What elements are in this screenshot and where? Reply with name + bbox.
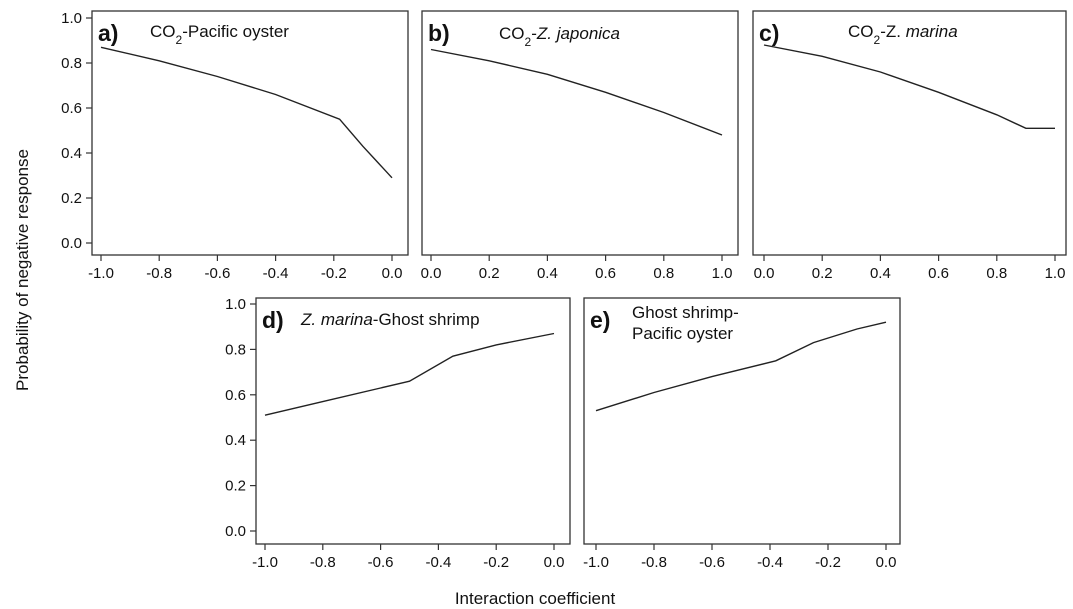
panel-2: 0.0 0.2 0.4 0.6 0.8 1.0 b) CO2-Z. japonica: [421, 10, 739, 282]
panel-5: -1.0 -0.8 -0.6 -0.4 -0.2 0.0 e) Ghost shrimp-Pa…: [583, 297, 901, 571]
panel-letter: a): [98, 20, 118, 46]
y-tick-label: 0.0: [225, 523, 246, 540]
x-tick-label: 1.0: [712, 265, 733, 282]
y-tick-label: 0.2: [225, 478, 246, 495]
x-tick-label: 0.8: [986, 265, 1007, 282]
y-tick-label: 0.0: [61, 235, 82, 252]
x-tick-label: 0.4: [870, 265, 891, 282]
x-tick-label: -0.6: [699, 554, 725, 571]
panels: -1.0 -0.8 -0.6 -0.4 -0.2 0.0 0.0 0.2 0.4 0.6 0.8 1.…: [61, 10, 1067, 571]
x-tick-label: 0.2: [479, 265, 500, 282]
x-tick-label: 0.0: [876, 554, 897, 571]
x-tick-label: -0.2: [321, 265, 347, 282]
x-tick-label: 0.0: [382, 265, 403, 282]
y-tick-label: 0.6: [225, 387, 246, 404]
x-tick-label: -0.8: [641, 554, 667, 571]
x-tick-label: 0.0: [754, 265, 775, 282]
y-tick-label: 0.4: [225, 432, 246, 449]
series-line: [100, 46, 393, 179]
panel-3: 0.0 0.2 0.4 0.6 0.8 1.0 c) CO2-Z. marina: [752, 10, 1067, 282]
panel-4: -1.0 -0.8 -0.6 -0.4 -0.2 0.0 0.0 0.2 0.4 0.6 0.8 1.…: [225, 296, 571, 571]
panel-title: CO2-Pacific oyster: [150, 22, 289, 47]
x-tick-label: -0.8: [310, 554, 336, 571]
x-tick-label: -0.4: [757, 554, 783, 571]
x-tick-label: 0.4: [537, 265, 558, 282]
panel-letter: e): [590, 307, 610, 333]
shared-x-axis-title: Interaction coefficient: [455, 589, 616, 608]
series-line: [264, 332, 555, 416]
panel-frame: [752, 10, 1067, 256]
x-tick-label: -0.6: [204, 265, 230, 282]
series-line: [430, 48, 723, 136]
x-tick-label: 0.2: [812, 265, 833, 282]
shared-y-axis-title: Probability of negative response: [13, 149, 32, 391]
y-tick-label: 1.0: [61, 10, 82, 27]
panel-letter: d): [262, 307, 284, 333]
x-tick-label: 0.6: [595, 265, 616, 282]
series-line: [595, 321, 887, 412]
x-tick-label: -0.2: [815, 554, 841, 571]
x-tick-label: -1.0: [252, 554, 278, 571]
x-tick-label: 1.0: [1045, 265, 1066, 282]
panel-1: -1.0 -0.8 -0.6 -0.4 -0.2 0.0 0.0 0.2 0.4 0.6 0.8 1.…: [61, 10, 409, 282]
x-tick-label: 0.8: [653, 265, 674, 282]
panel-frame: [255, 297, 571, 545]
panel-title: CO2-Z. japonica: [499, 24, 620, 49]
x-tick-label: -0.6: [368, 554, 394, 571]
x-tick-label: -1.0: [583, 554, 609, 571]
y-tick-label: 0.4: [61, 145, 82, 162]
x-tick-label: -0.4: [425, 554, 451, 571]
panel-title: CO2-Z. marina: [848, 22, 958, 47]
panel-title: Ghost shrimp-Pacific oyster: [632, 303, 739, 343]
panel-frame: [583, 297, 901, 545]
x-tick-label: 0.6: [928, 265, 949, 282]
panel-letter: b): [428, 20, 450, 46]
x-tick-label: 0.0: [544, 554, 565, 571]
panel-frame: [91, 10, 409, 256]
x-tick-label: -0.8: [146, 265, 172, 282]
x-tick-label: -0.2: [483, 554, 509, 571]
y-tick-label: 0.6: [61, 100, 82, 117]
y-tick-label: 0.2: [61, 190, 82, 207]
x-tick-label: 0.0: [421, 265, 442, 282]
x-tick-label: -1.0: [88, 265, 114, 282]
panel-title: Z. marina-Ghost shrimp: [300, 310, 480, 329]
y-tick-label: 0.8: [61, 55, 82, 72]
x-tick-label: -0.4: [263, 265, 289, 282]
y-tick-label: 0.8: [225, 341, 246, 358]
panel-frame: [421, 10, 739, 256]
panel-letter: c): [759, 20, 779, 46]
series-line: [763, 44, 1055, 129]
y-tick-label: 1.0: [225, 296, 246, 313]
